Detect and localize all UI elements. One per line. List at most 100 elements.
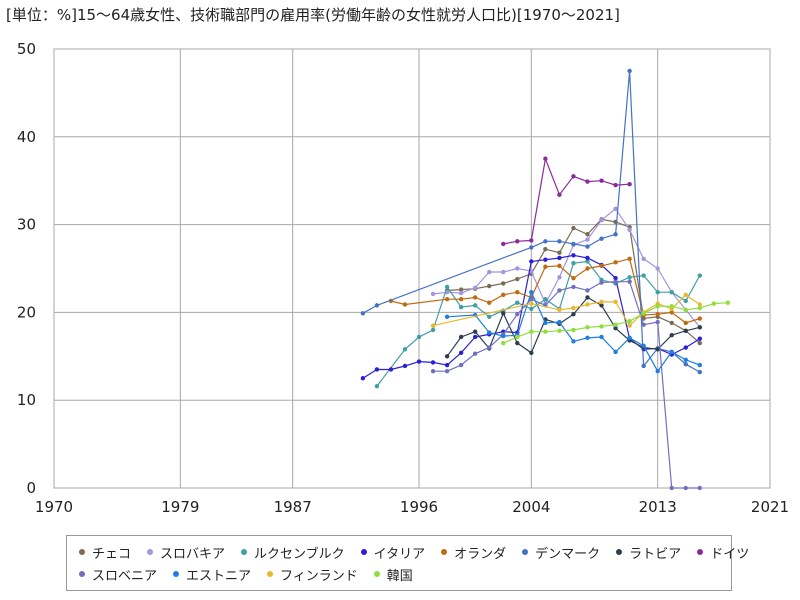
legend-marker-icon: [75, 567, 89, 581]
data-point: [557, 250, 562, 255]
data-point: [529, 238, 534, 243]
data-point: [557, 192, 562, 197]
data-point: [543, 156, 548, 161]
data-point: [458, 290, 464, 296]
y-tick-label: 10: [17, 391, 36, 409]
data-point: [444, 314, 450, 319]
data-point: [557, 275, 562, 280]
data-point: [458, 287, 464, 292]
legend-row: スロベニア エストニア フィンランド 韓国: [75, 563, 723, 585]
y-tick-label: 30: [17, 216, 36, 234]
data-point: [529, 259, 534, 264]
data-point: [599, 334, 604, 340]
legend-marker-icon: [357, 545, 371, 559]
data-point: [655, 319, 660, 325]
legend-item: イタリア: [357, 543, 425, 562]
data-point: [571, 225, 576, 231]
data-point: [585, 237, 590, 242]
data-point: [472, 303, 478, 308]
data-point: [472, 334, 478, 340]
data-point: [585, 302, 590, 307]
data-point: [374, 303, 380, 308]
data-point: [571, 253, 576, 258]
data-point: [599, 303, 604, 308]
data-point: [585, 295, 590, 300]
data-point: [529, 306, 534, 312]
series-line: [503, 156, 630, 245]
data-point: [571, 305, 576, 311]
data-point: [599, 280, 604, 285]
data-point: [725, 300, 731, 305]
data-point: [697, 362, 703, 368]
data-point: [416, 334, 422, 340]
data-point: [585, 255, 590, 261]
data-point: [697, 325, 703, 330]
data-point: [557, 319, 562, 325]
data-point: [697, 340, 703, 346]
data-point: [458, 304, 464, 310]
data-point: [627, 227, 632, 233]
data-point: [388, 367, 394, 372]
data-point: [697, 273, 703, 278]
legend-marker-icon: [612, 545, 626, 559]
legend-row: チェコ スロバキア ルクセンブルク イタリア オランダ デンマーク ラトビア ドイツ: [75, 541, 749, 563]
legend-label: オランダ: [454, 546, 507, 562]
data-point: [683, 292, 688, 298]
series-韓国: [501, 300, 731, 346]
legend-marker-icon: [693, 545, 707, 559]
data-point: [515, 290, 520, 295]
data-point: [543, 246, 548, 252]
data-point: [613, 326, 618, 331]
series-エストニア: [444, 290, 703, 374]
data-point: [501, 340, 506, 346]
data-point: [697, 336, 703, 341]
series-line: [447, 290, 701, 373]
x-tick-label: 1987: [274, 498, 312, 516]
data-point: [627, 318, 632, 324]
data-point: [613, 322, 618, 327]
data-point: [444, 362, 450, 368]
data-point: [529, 245, 534, 250]
data-point: [458, 362, 464, 368]
series-line: [433, 207, 701, 328]
data-point: [655, 347, 660, 352]
legend-item: オランダ: [437, 543, 506, 562]
legend-label: 韓国: [386, 568, 413, 584]
data-point: [613, 232, 618, 237]
data-point: [613, 182, 618, 188]
y-tick-label: 50: [17, 40, 36, 58]
data-point: [501, 292, 506, 298]
data-point: [487, 330, 492, 335]
data-point: [585, 288, 590, 293]
data-point: [697, 316, 703, 321]
data-point: [543, 297, 548, 302]
data-point: [697, 369, 703, 375]
data-point: [430, 360, 436, 365]
legend-label: チェコ: [92, 546, 132, 562]
y-tick-label: 20: [17, 303, 36, 321]
data-point: [599, 218, 604, 223]
data-point: [683, 320, 688, 326]
data-point: [543, 239, 548, 244]
data-point: [515, 334, 520, 340]
data-point: [641, 256, 646, 262]
data-point: [487, 345, 492, 350]
data-point: [472, 351, 478, 356]
data-point: [360, 376, 366, 381]
data-point: [613, 299, 618, 305]
legend-marker-icon: [75, 545, 89, 559]
data-point: [655, 304, 660, 309]
data-point: [669, 333, 674, 338]
series-line: [433, 281, 700, 489]
data-point: [599, 236, 604, 241]
data-point: [599, 324, 604, 329]
horizontal-gridlines: [54, 48, 770, 489]
data-point: [557, 288, 562, 293]
data-point: [655, 290, 660, 295]
legend-item: チェコ: [75, 543, 131, 562]
data-point: [613, 349, 618, 355]
data-point: [501, 269, 506, 275]
data-point: [360, 311, 366, 316]
y-tick-label: 40: [17, 128, 36, 146]
data-point: [571, 241, 576, 247]
